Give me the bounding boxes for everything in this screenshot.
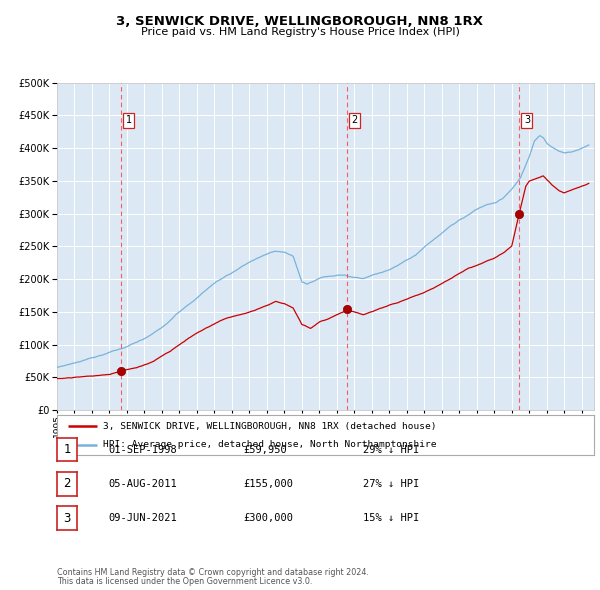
Text: 3, SENWICK DRIVE, WELLINGBOROUGH, NN8 1RX: 3, SENWICK DRIVE, WELLINGBOROUGH, NN8 1R… <box>116 15 484 28</box>
Text: £300,000: £300,000 <box>243 513 293 523</box>
Text: 01-SEP-1998: 01-SEP-1998 <box>108 445 177 454</box>
Text: £155,000: £155,000 <box>243 479 293 489</box>
Text: 05-AUG-2011: 05-AUG-2011 <box>108 479 177 489</box>
Text: This data is licensed under the Open Government Licence v3.0.: This data is licensed under the Open Gov… <box>57 577 313 586</box>
Text: 3: 3 <box>524 115 530 125</box>
Text: 1: 1 <box>64 443 71 456</box>
Text: 09-JUN-2021: 09-JUN-2021 <box>108 513 177 523</box>
Text: 29% ↓ HPI: 29% ↓ HPI <box>363 445 419 454</box>
Text: 2: 2 <box>64 477 71 490</box>
Text: 15% ↓ HPI: 15% ↓ HPI <box>363 513 419 523</box>
Text: 1: 1 <box>125 115 131 125</box>
Text: Price paid vs. HM Land Registry's House Price Index (HPI): Price paid vs. HM Land Registry's House … <box>140 27 460 37</box>
Text: 2: 2 <box>352 115 358 125</box>
Text: £59,950: £59,950 <box>243 445 287 454</box>
Text: HPI: Average price, detached house, North Northamptonshire: HPI: Average price, detached house, Nort… <box>103 440 436 449</box>
Text: 27% ↓ HPI: 27% ↓ HPI <box>363 479 419 489</box>
Text: 3: 3 <box>64 512 71 525</box>
Text: Contains HM Land Registry data © Crown copyright and database right 2024.: Contains HM Land Registry data © Crown c… <box>57 568 369 577</box>
Text: 3, SENWICK DRIVE, WELLINGBOROUGH, NN8 1RX (detached house): 3, SENWICK DRIVE, WELLINGBOROUGH, NN8 1R… <box>103 422 436 431</box>
